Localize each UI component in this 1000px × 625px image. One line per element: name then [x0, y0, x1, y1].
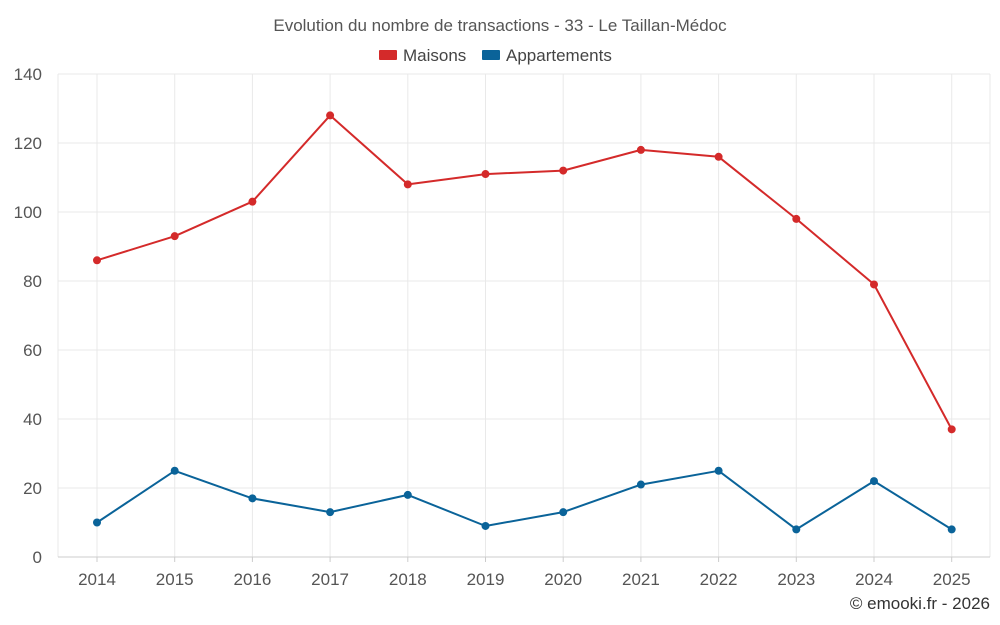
series-appartements: [93, 466, 956, 534]
data-point-maisons[interactable]: [792, 214, 801, 223]
data-point-maisons[interactable]: [326, 111, 335, 120]
x-tick-label: 2016: [233, 570, 271, 589]
grid: [57, 73, 991, 557]
data-point-maisons[interactable]: [947, 425, 956, 434]
x-tick-label: 2024: [855, 570, 893, 589]
credit-text: © emooki.fr - 2026: [850, 594, 990, 613]
y-tick-label: 40: [23, 410, 42, 429]
data-point-appartements[interactable]: [403, 490, 412, 499]
y-tick-label: 0: [33, 548, 42, 567]
data-point-maisons[interactable]: [714, 152, 723, 161]
data-point-maisons[interactable]: [170, 232, 179, 241]
data-point-appartements[interactable]: [714, 466, 723, 475]
legend-label-appartements: Appartements: [506, 46, 612, 65]
data-point-appartements[interactable]: [170, 466, 179, 475]
data-point-appartements[interactable]: [636, 480, 645, 489]
data-point-appartements[interactable]: [93, 518, 101, 527]
data-point-appartements[interactable]: [947, 525, 956, 534]
legend-swatch-maisons: [379, 50, 397, 60]
y-tick-label: 60: [23, 341, 42, 360]
data-point-maisons[interactable]: [870, 280, 878, 289]
data-point-appartements[interactable]: [870, 477, 878, 486]
x-tick-label: 2021: [622, 570, 660, 589]
legend-item-appartements[interactable]: Appartements: [482, 46, 612, 65]
data-point-appartements[interactable]: [559, 508, 568, 517]
axes: 0 20 40 60 80 100 120 140 2014 2015 2016 2017 2018 20…: [14, 65, 990, 589]
x-tick-label: 2019: [467, 570, 505, 589]
data-point-appartements[interactable]: [248, 494, 257, 503]
series: [93, 111, 956, 534]
data-point-appartements[interactable]: [792, 525, 801, 534]
x-tick-label: 2014: [78, 570, 116, 589]
x-tick-label: 2015: [156, 570, 194, 589]
legend-item-maisons[interactable]: Maisons: [379, 46, 466, 65]
data-point-maisons[interactable]: [403, 180, 412, 189]
x-tick-label: 2025: [933, 570, 971, 589]
y-tick-label: 80: [23, 272, 42, 291]
chart-title: Evolution du nombre de transactions - 33…: [273, 16, 727, 35]
data-point-maisons[interactable]: [636, 145, 645, 154]
x-tick-label: 2023: [777, 570, 815, 589]
series-line-maisons: [96, 114, 953, 430]
legend-swatch-appartements: [482, 50, 500, 60]
x-tick-label: 2022: [700, 570, 738, 589]
data-point-maisons[interactable]: [481, 170, 490, 179]
y-tick-label: 20: [23, 479, 42, 498]
data-point-appartements[interactable]: [326, 508, 335, 517]
y-tick-label: 100: [14, 203, 42, 222]
x-tick-label: 2018: [389, 570, 427, 589]
series-maisons: [93, 111, 956, 434]
legend: Maisons Appartements: [379, 46, 612, 65]
data-point-maisons[interactable]: [559, 166, 568, 175]
x-tick-label: 2020: [544, 570, 582, 589]
x-tick-label: 2017: [311, 570, 349, 589]
data-point-maisons[interactable]: [93, 256, 101, 265]
series-line-appartements: [96, 469, 953, 531]
legend-label-maisons: Maisons: [403, 46, 466, 65]
data-point-maisons[interactable]: [248, 197, 257, 206]
data-point-appartements[interactable]: [481, 521, 490, 530]
y-tick-label: 140: [14, 65, 42, 84]
y-tick-label: 120: [14, 134, 42, 153]
